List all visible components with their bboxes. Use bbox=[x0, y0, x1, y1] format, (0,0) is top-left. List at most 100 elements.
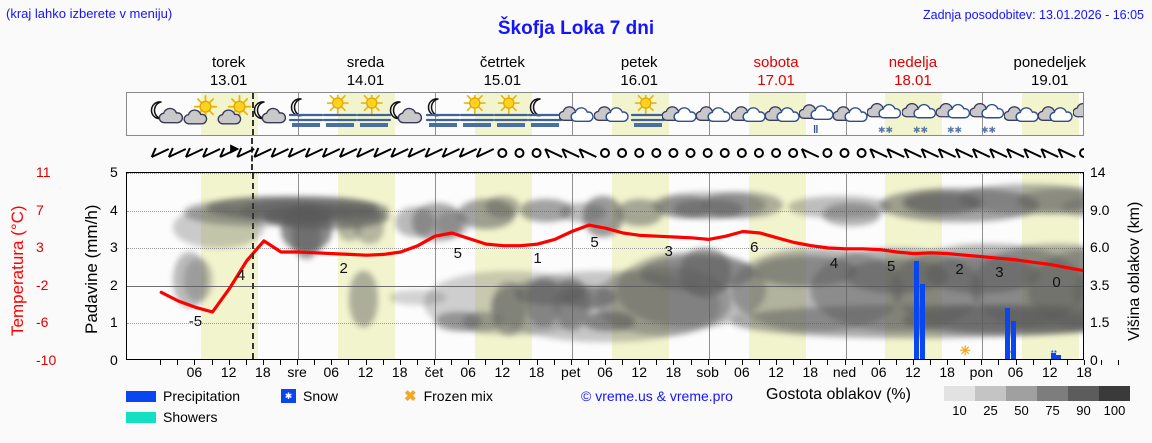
location-menu-note[interactable]: (kraj lahko izberete v meniju) bbox=[6, 6, 173, 21]
precipitation-bar bbox=[1056, 354, 1062, 359]
sun-cloud-icon bbox=[217, 95, 257, 135]
time-tick bbox=[844, 360, 846, 365]
time-tick bbox=[656, 360, 658, 365]
copyright-label[interactable]: © vreme.us & vreme.pro bbox=[581, 388, 733, 404]
moon-cloud-icon bbox=[252, 95, 292, 135]
time-label: čet bbox=[424, 364, 444, 380]
time-tick bbox=[211, 360, 213, 365]
last-update-label: Zadnja posodobitev: 13.01.2026 - 16:05 bbox=[922, 8, 1144, 22]
temperature-value-label: 5 bbox=[886, 257, 896, 275]
temperature-tick: 3 bbox=[36, 239, 44, 256]
time-label: 06 bbox=[186, 364, 203, 380]
time-tick bbox=[1049, 360, 1051, 365]
cloud-density-blob bbox=[1062, 195, 1083, 219]
temperature-value-label: 5 bbox=[590, 234, 599, 252]
legend-snow: ✱ Snow bbox=[281, 388, 338, 404]
temperature-value-label: 4 bbox=[829, 254, 839, 272]
wind-barbs bbox=[150, 144, 1084, 159]
cloud-density-blob bbox=[702, 191, 783, 219]
day-header: sobota 17.01 bbox=[708, 54, 845, 90]
cloud-icon bbox=[1004, 95, 1044, 135]
precipitation-tick: 4 bbox=[110, 201, 118, 218]
density-swatch bbox=[975, 386, 1006, 401]
day-header: torek 13.01 bbox=[160, 54, 297, 90]
moon-fog-icon bbox=[286, 95, 326, 135]
cloud-icon bbox=[593, 95, 634, 135]
time-tick bbox=[673, 360, 675, 365]
time-label: 12 bbox=[220, 364, 237, 380]
time-tick bbox=[930, 360, 932, 365]
day-separator bbox=[571, 173, 573, 359]
cloud-density-blob bbox=[434, 312, 481, 331]
cloud-height-tick: 6.0 bbox=[1090, 239, 1110, 256]
time-label: sob bbox=[696, 364, 719, 380]
temperature-value-label: 2 bbox=[955, 261, 964, 279]
day-separator bbox=[434, 173, 436, 359]
cloud-density-blob bbox=[674, 199, 743, 219]
time-tick bbox=[314, 360, 316, 365]
temperature-tick: -6 bbox=[36, 314, 49, 331]
temperature-tick: 11 bbox=[36, 164, 51, 180]
sun-fog-icon bbox=[457, 95, 497, 135]
cloud-snow-icon: ✱✱ bbox=[867, 95, 907, 135]
temperature-value-label: 6 bbox=[750, 239, 759, 257]
cloud-density-blob bbox=[560, 285, 618, 309]
legend-showers: Showers bbox=[126, 409, 217, 425]
time-tick bbox=[810, 360, 812, 365]
precipitation-axis-title: Padavine (mm/h) bbox=[82, 204, 101, 334]
frozen-mix-marker: ✳ bbox=[959, 343, 971, 358]
time-tick bbox=[690, 360, 692, 365]
day-date: 18.01 bbox=[894, 72, 932, 89]
svg-text:✱✱: ✱✱ bbox=[981, 125, 996, 135]
cloud-density-blob bbox=[680, 248, 732, 298]
cloud-density-tick-labels: 10 25 50 75 90 100 bbox=[944, 403, 1130, 418]
cloud-density-blob bbox=[583, 312, 635, 331]
time-tick bbox=[365, 360, 367, 365]
cloud-density-blob bbox=[457, 199, 515, 230]
sun-fog-icon bbox=[628, 95, 668, 135]
density-tick-label: 10 bbox=[952, 403, 967, 418]
day-name: sobota bbox=[753, 54, 799, 71]
precipitation-bar bbox=[919, 283, 925, 359]
cloud-height-tick: 1.5 bbox=[1090, 314, 1110, 331]
temperature-value-label: 4 bbox=[236, 266, 246, 284]
time-label: sre bbox=[287, 364, 307, 380]
weather-icon-row: ‖ ✱✱ ✱✱ ✱✱ ✱✱ ✱✱ bbox=[126, 92, 1084, 136]
time-label: 06 bbox=[870, 364, 887, 380]
temperature-value-label: 3 bbox=[664, 242, 673, 260]
moon-fog-icon bbox=[423, 95, 463, 135]
grid-line bbox=[127, 248, 1083, 249]
snow-marker: ** bbox=[1005, 349, 1012, 358]
cloud-density-blob bbox=[355, 210, 384, 245]
wind-barb-row bbox=[126, 138, 1084, 170]
time-label: pon bbox=[969, 364, 994, 380]
precipitation-swatch bbox=[126, 390, 156, 402]
day-header: ponedeljek 19.01 bbox=[981, 54, 1118, 90]
sun-fog-icon bbox=[354, 95, 394, 135]
time-tick bbox=[262, 360, 264, 365]
time-tick bbox=[741, 360, 743, 365]
time-label: 12 bbox=[357, 364, 374, 380]
time-tick bbox=[947, 360, 949, 365]
time-tick bbox=[382, 360, 384, 365]
time-label: 06 bbox=[460, 364, 476, 380]
time-tick bbox=[758, 360, 760, 365]
day-header: sreda 14.01 bbox=[297, 54, 434, 90]
day-name: ponedeljek bbox=[1013, 54, 1087, 71]
moon-cloud-icon bbox=[149, 95, 189, 135]
day-name: sreda bbox=[346, 54, 385, 71]
cloud-density-blob bbox=[389, 289, 447, 305]
time-tick bbox=[1015, 360, 1017, 365]
time-label: 18 bbox=[665, 364, 682, 380]
time-tick bbox=[519, 360, 521, 365]
density-swatch bbox=[1037, 386, 1068, 401]
current-time-marker bbox=[252, 173, 255, 359]
time-label: 18 bbox=[391, 364, 408, 380]
time-tick bbox=[878, 360, 880, 365]
density-tick-label: 25 bbox=[983, 403, 998, 418]
temperature-value-label: 3 bbox=[995, 264, 1004, 282]
density-swatch bbox=[1006, 386, 1037, 401]
